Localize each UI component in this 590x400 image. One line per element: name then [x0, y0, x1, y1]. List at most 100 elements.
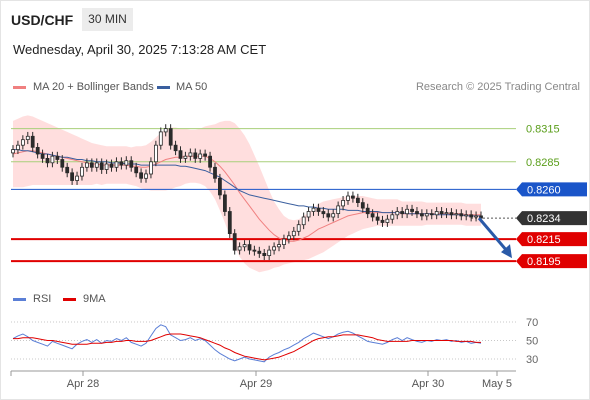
candle-body: [370, 213, 375, 218]
timeframe-badge[interactable]: 30 MIN: [82, 8, 133, 31]
candle-body: [410, 208, 415, 212]
candle-body: [375, 216, 380, 221]
candle-body: [350, 195, 355, 199]
candle-body: [415, 211, 419, 215]
datetime-label: Wednesday, April 30, 2025 7:13:28 AM CET: [13, 42, 267, 57]
candle-body: [242, 244, 247, 248]
candle-body: [134, 166, 139, 174]
candle-body: [227, 211, 232, 235]
candle-body: [449, 212, 454, 216]
candle-body: [183, 155, 188, 159]
candle-body: [149, 161, 153, 175]
candle-body: [296, 224, 301, 232]
candle-body: [454, 213, 459, 216]
candle-body: [385, 218, 390, 223]
forecast-arrow-head: [501, 244, 512, 259]
candle-body: [40, 153, 45, 159]
candle-body: [173, 144, 178, 152]
candle-body: [11, 149, 15, 154]
candle-body: [70, 172, 74, 181]
candle-body: [247, 244, 252, 251]
candle-body: [439, 211, 444, 215]
ma50-legend-label: MA 50: [176, 81, 208, 93]
resistance-label-1: 0.8285: [526, 157, 560, 169]
candle-body: [232, 233, 237, 251]
9ma-legend-label: 9MA: [83, 293, 106, 305]
rsi-tick-label-30: 30: [526, 354, 538, 366]
candle-body: [178, 150, 183, 159]
candle-body: [109, 163, 114, 168]
support-label-bg-5: [516, 254, 587, 269]
candle-body: [291, 230, 296, 237]
candle-body: [237, 246, 242, 251]
candle-body: [429, 213, 434, 216]
candle-body: [45, 157, 50, 164]
candle-body: [459, 213, 464, 217]
candle-body: [444, 212, 449, 215]
candle-body: [469, 214, 474, 218]
rsi-9ma-line: [13, 333, 481, 361]
x-tick-label-1: Apr 29: [240, 378, 272, 390]
candle-body: [390, 214, 395, 220]
rsi-legend-swatch: [13, 298, 26, 301]
candle-body: [114, 161, 119, 168]
candle-body: [277, 244, 281, 248]
candle-body: [346, 195, 350, 201]
candle-body: [341, 199, 346, 207]
candle-body: [80, 166, 84, 177]
candle-body: [252, 249, 257, 252]
candle-body: [124, 160, 129, 166]
candle-body: [198, 153, 203, 159]
x-tick-label-3: May 5: [482, 378, 512, 390]
support-label-bg-4: [516, 232, 587, 247]
candle-body: [119, 161, 124, 166]
resistance-label-0: 0.8315: [526, 124, 560, 136]
candle-body: [213, 166, 217, 179]
candle-body: [99, 162, 104, 170]
candle-body: [217, 177, 222, 196]
research-credit: Research © 2025 Trading Central: [415, 81, 580, 93]
symbol-title: USD/CHF: [11, 12, 74, 28]
candle-body: [144, 173, 148, 179]
candle-body: [203, 153, 208, 157]
candle-body: [163, 128, 168, 133]
candle-body: [479, 215, 483, 219]
rsi-tick-label-50: 50: [526, 336, 538, 348]
candle-body: [301, 216, 306, 226]
candle-body: [306, 211, 311, 218]
candle-body: [267, 249, 272, 257]
support-label-4: 0.8215: [527, 234, 561, 246]
pivot-label-bg-2: [516, 182, 587, 197]
candle-body: [208, 155, 213, 168]
candle-body: [419, 213, 424, 217]
candle-body: [20, 139, 25, 146]
candle-body: [222, 194, 227, 212]
candle-body: [60, 159, 65, 168]
forecast-arrow-shaft: [477, 217, 510, 254]
rsi-tick-label-70: 70: [526, 317, 538, 329]
candle-body: [405, 208, 410, 215]
candle-body: [282, 238, 286, 246]
candle-body: [321, 211, 326, 215]
candle-body: [89, 162, 94, 168]
candle-body: [464, 214, 469, 217]
rsi-legend-label: RSI: [33, 293, 52, 305]
candle-body: [336, 205, 341, 214]
candle-body: [85, 162, 89, 168]
candle-body: [365, 207, 370, 215]
candle-body: [474, 215, 479, 218]
current-label-bg-3: [516, 211, 587, 226]
candle-body: [400, 211, 405, 215]
candle-body: [355, 197, 360, 203]
candle-body: [360, 202, 365, 209]
candle-body: [55, 155, 60, 160]
rsi-line: [12, 324, 482, 363]
candle-body: [286, 235, 291, 240]
support-label-5: 0.8195: [527, 256, 561, 268]
candle-body: [25, 135, 30, 141]
candle-body: [15, 144, 20, 150]
candle-body: [168, 128, 173, 146]
candle-body: [153, 144, 158, 163]
